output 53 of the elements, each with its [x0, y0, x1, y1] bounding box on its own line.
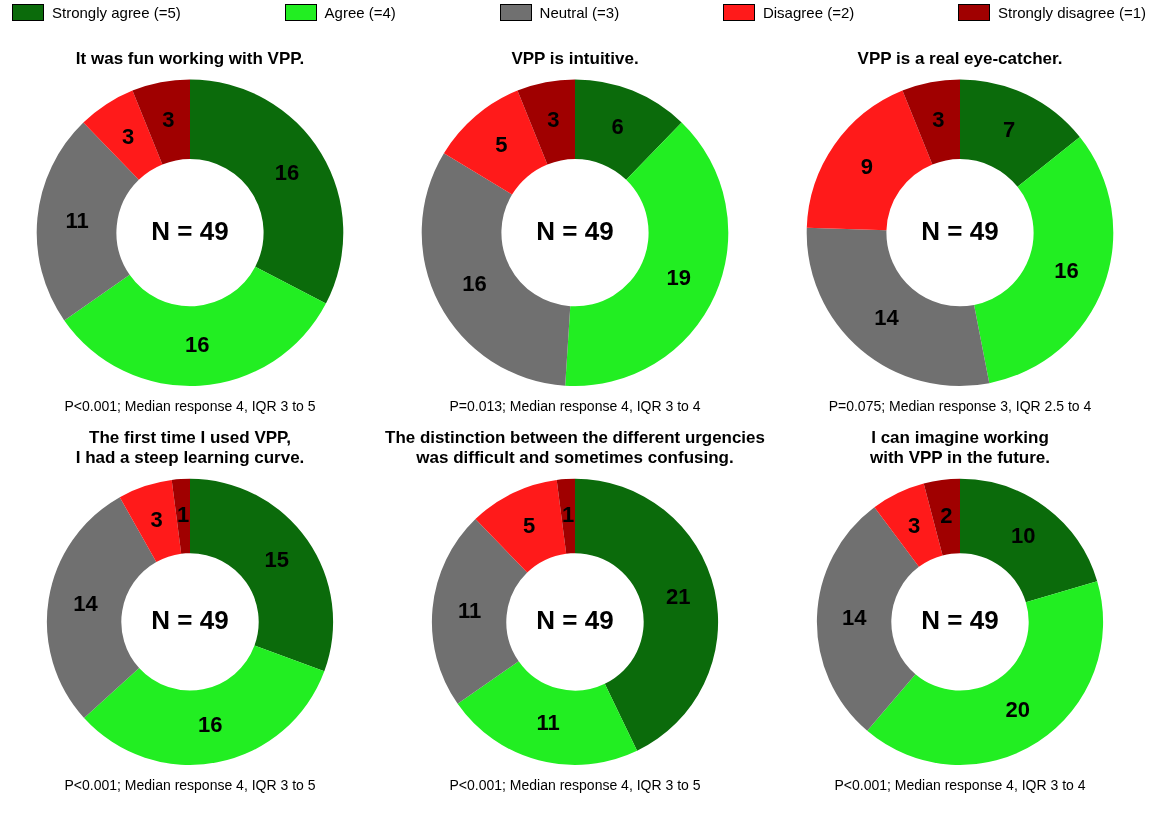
data-label: 16 — [1054, 257, 1079, 283]
chart-title: The first time I used VPP, I had a steep learning curve. — [75, 427, 305, 468]
data-label: 6 — [611, 113, 624, 139]
data-label: 10 — [1011, 523, 1036, 549]
data-label: 3 — [907, 512, 921, 538]
legend-label: Strongly agree (=5) — [52, 4, 181, 21]
data-label: 19 — [666, 264, 691, 290]
data-label: 16 — [462, 271, 487, 297]
data-label: 16 — [198, 711, 223, 737]
data-label: 5 — [522, 512, 536, 538]
text: N = 49 — [151, 605, 229, 636]
data-label: 3 — [162, 107, 175, 133]
data-label: 14 — [73, 591, 99, 617]
data-label: 7 — [1003, 116, 1016, 142]
data-label: 1 — [562, 502, 575, 528]
text: N = 49 — [536, 605, 614, 636]
text: P<0.001; Median response 4, IQR 3 to 5 — [64, 398, 316, 414]
data-label: 14 — [841, 604, 868, 630]
text: N = 49 — [151, 215, 229, 246]
text: N = 49 — [536, 215, 614, 246]
data-label: 11 — [65, 207, 89, 233]
data-label: 9 — [860, 153, 874, 179]
data-label: 3 — [121, 123, 135, 149]
text: It was fun working with VPP. — [75, 48, 305, 68]
data-label: 16 — [185, 331, 210, 357]
legend-label: Disagree (=2) — [762, 4, 855, 21]
data-label: 3 — [150, 507, 163, 533]
data-label: 11 — [457, 597, 482, 623]
data-label: 14 — [874, 305, 900, 331]
text: P<0.001; Median response 4, IQR 3 to 5 — [449, 777, 701, 793]
chart-title: The distinction between the different urgencies was difficult and sometimes confusing. — [385, 427, 765, 468]
legend-label: Agree (=4) — [324, 4, 396, 21]
chart-title: I can imagine working with VPP in the future. — [868, 427, 1051, 468]
data-label: 2 — [940, 502, 953, 528]
text: N = 49 — [921, 215, 999, 246]
data-label: 1 — [177, 502, 190, 528]
text: P<0.001; Median response 4, IQR 3 to 4 — [834, 777, 1086, 793]
data-label: 15 — [264, 547, 290, 573]
chart-title: VPP is intuitive. — [511, 48, 639, 68]
data-label: 11 — [536, 710, 560, 736]
text: N = 49 — [921, 605, 999, 636]
data-label: 3 — [932, 107, 945, 133]
data-label: 5 — [495, 132, 508, 158]
chart-title: VPP is a real eye-catcher. — [857, 48, 1063, 68]
data-label: 20 — [1005, 696, 1031, 722]
legend-label: Neutral (=3) — [539, 4, 620, 21]
data-label: 21 — [666, 584, 691, 610]
text: P=0.013; Median response 4, IQR 3 to 4 — [449, 398, 701, 414]
text: P<0.001; Median response 4, IQR 3 to 5 — [64, 777, 316, 793]
data-label: 3 — [547, 107, 560, 133]
data-label: 16 — [274, 159, 300, 185]
text: P=0.075; Median response 3, IQR 2.5 to 4 — [828, 398, 1092, 414]
legend-label: Strongly disagree (=1) — [997, 4, 1146, 21]
